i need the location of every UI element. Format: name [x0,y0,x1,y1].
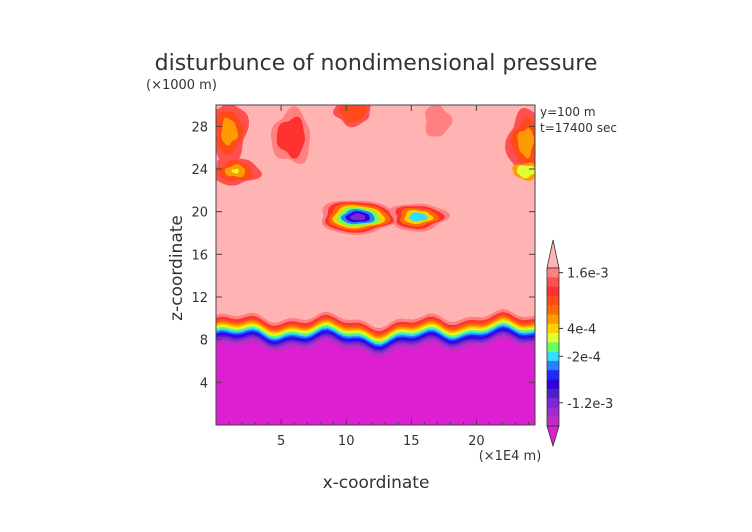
colorbar-label: -2e-4 [567,350,601,365]
colorbar-label: 4e-4 [567,322,596,337]
colorbar-segment [547,407,559,418]
x-unit-label: (×1E4 m) [479,449,542,464]
colorbar-segment [547,351,559,362]
colorbar-segment [547,333,559,343]
colorbar-segment [547,370,559,380]
colorbar-bottom-arrow [546,425,560,448]
annotation-time: t=17400 sec [540,121,617,135]
upper-patch-1-3 [231,168,240,174]
y-tick-label: 4 [200,376,208,391]
y-axis: 4 8 12 16 20 24 28 [191,120,535,391]
colorbar-segment [547,388,559,399]
colorbar-segment [547,379,559,390]
low-center-b-4 [408,212,428,222]
y-tick-label: 16 [191,248,208,263]
y-tick-label: 12 [191,291,208,306]
upper-patch-4-0 [425,105,453,137]
plot-area [216,105,535,425]
upper-patch-5-2 [517,128,535,159]
colorbar-segment [547,295,559,306]
annotation-y: y=100 m [540,105,596,119]
plot-frame [215,104,536,426]
low-center-a-7 [350,213,366,221]
colorbar-top-arrow [546,239,560,269]
x-tick-label: 20 [468,434,485,449]
colorbar-label: -1.2e-3 [567,397,613,412]
upper-patch-0-2 [221,117,239,146]
y-tick-label: 20 [191,206,208,221]
colorbar-frame [546,267,560,427]
colorbar-segment [547,360,559,371]
upper-patch-2-1 [276,116,305,159]
x-axis: 5 10 15 20 [228,105,529,449]
colorbar: 1.6e-3 4e-4 -2e-4 -1.2e-3 [546,239,613,448]
y-tick-label: 28 [191,120,208,135]
y-axis-label: z-coordinate [167,215,187,321]
x-axis-label: x-coordinate [323,473,430,493]
y-unit-label: (×1000 m) [146,78,217,93]
colorbar-segment [547,305,559,315]
colorbar-segment [547,323,559,334]
colorbar-segment [547,416,559,427]
y-tick-label: 8 [200,334,208,349]
colorbar-segment [547,342,559,352]
contour-layers [216,105,535,425]
x-tick-label: 10 [338,434,355,449]
lower-band-17 [216,338,535,425]
colorbar-segment [547,268,559,278]
y-tick-label: 24 [191,163,208,178]
colorbar-segment [547,277,559,287]
x-tick-label: 5 [277,434,285,449]
chart-title: disturbunce of nondimensional pressure [155,51,598,76]
upper-patch-6-1 [516,165,535,179]
x-tick-label: 15 [403,434,420,449]
colorbar-label: 1.6e-3 [567,267,609,282]
colorbar-segment [547,398,559,408]
colorbar-segment [547,314,559,325]
colorbar-segment [547,286,559,297]
